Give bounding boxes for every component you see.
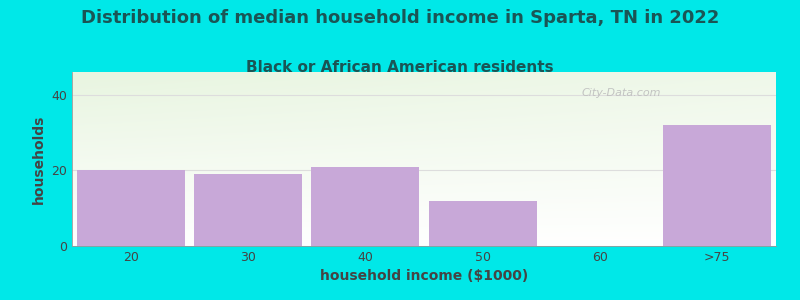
Bar bbox=[311, 167, 419, 246]
Text: Distribution of median household income in Sparta, TN in 2022: Distribution of median household income … bbox=[81, 9, 719, 27]
Bar bbox=[77, 170, 185, 246]
X-axis label: household income ($1000): household income ($1000) bbox=[320, 269, 528, 284]
Bar bbox=[663, 125, 771, 246]
Bar bbox=[429, 201, 537, 246]
Y-axis label: households: households bbox=[32, 114, 46, 204]
Text: Black or African American residents: Black or African American residents bbox=[246, 60, 554, 75]
Text: City-Data.com: City-Data.com bbox=[582, 88, 661, 98]
Bar bbox=[194, 174, 302, 246]
